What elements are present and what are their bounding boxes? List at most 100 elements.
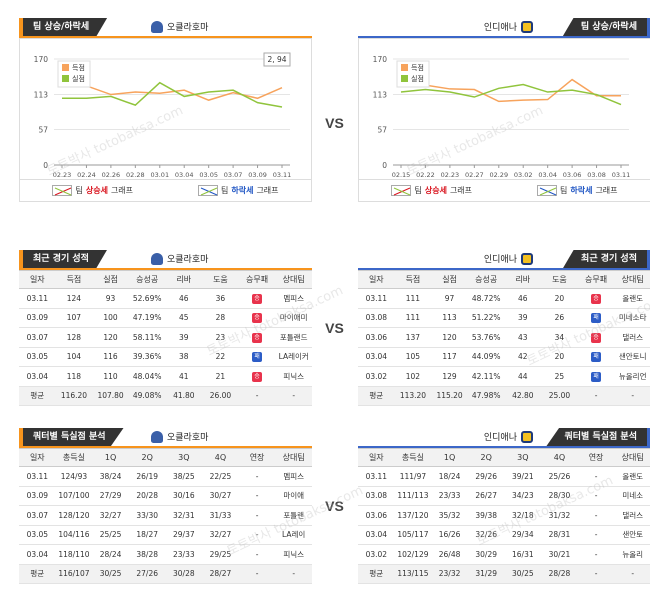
table-cell: 03.11 — [358, 288, 395, 309]
table-cell: 118/110 — [55, 544, 93, 565]
table-cell: 124 — [55, 288, 93, 309]
vs-label: VS — [325, 498, 344, 514]
team-name-left: 오클라호마 — [151, 430, 208, 443]
table-cell: 97 — [431, 288, 468, 309]
header-divider — [358, 36, 650, 38]
trend-chart-right: 0 57 113 170 02.15 02.22 02.23 02.27 02.29 03.02 0… — [358, 38, 650, 180]
table-cell: 03.02 — [358, 366, 395, 387]
table-cell: 승 — [577, 327, 615, 348]
result-badge: 패 — [591, 352, 602, 363]
column-header: 승성공 — [467, 270, 505, 289]
table-cell: 03.08 — [358, 486, 395, 506]
table-cell: 패 — [238, 347, 276, 367]
table-cell: 승 — [238, 308, 276, 328]
table-cell: - — [238, 525, 276, 545]
series-line — [61, 81, 283, 101]
column-header: 4Q — [541, 448, 578, 467]
table-cell: 평균 — [19, 564, 56, 584]
okc-logo-icon — [151, 20, 163, 33]
y-tick-label: 113 — [373, 91, 388, 100]
column-header: 총득실 — [55, 448, 93, 467]
team-label: 오클라호마 — [167, 255, 209, 265]
table-cell: 105/117 — [394, 525, 432, 545]
table-row: 03.04 105/117 16/26 32/26 29/34 28/31- 샌안토 — [358, 525, 650, 545]
x-tick-label: 02.28 — [126, 171, 145, 179]
table-cell: 115.20 — [431, 386, 468, 406]
table-cell: 03.11 — [19, 288, 56, 309]
table-cell: - — [238, 386, 276, 406]
trend-tab-right: 팀 상승/하락세 — [562, 18, 650, 36]
table-cell: 승 — [238, 366, 276, 387]
table-row: 03.04 105 117 44.09% 42 20 패 샌안토니 — [358, 347, 650, 367]
table-cell: 22 — [202, 347, 239, 367]
table-cell: - — [238, 466, 276, 487]
okc-logo-icon — [151, 430, 163, 443]
table-cell: 03.04 — [358, 347, 395, 367]
recent-table-left: 일자 득점 실점 승성공 리바 도움 승무패 상대팀 03.11 124 93 52.69% 46 36… — [19, 270, 312, 406]
table-cell: 30/25 — [504, 564, 542, 584]
column-header: 연장 — [577, 448, 615, 467]
x-tick-label: 03.01 — [150, 171, 169, 179]
result-badge: 패 — [252, 352, 263, 363]
average-row: 평균 116/107 30/25 27/26 30/28 28/27- - — [19, 564, 312, 584]
column-header: 일자 — [358, 270, 395, 289]
column-header: 득점 — [394, 270, 432, 289]
table-row: 03.02 102/129 26/48 30/29 16/31 30/21- 뉴올리 — [358, 544, 650, 565]
table-row: 03.04 118/110 28/24 38/28 23/33 29/25- 피닉스 — [19, 544, 312, 565]
table-cell: 32/31 — [165, 505, 203, 526]
table-cell: 18/24 — [431, 466, 468, 487]
ind-logo-icon — [521, 20, 533, 33]
vs-label: VS — [325, 115, 344, 131]
table-cell: 26/19 — [128, 466, 166, 487]
legend-label: 득점 — [411, 64, 424, 72]
header-divider — [19, 268, 312, 270]
table-cell: 승 — [238, 327, 276, 348]
table-cell: 100 — [92, 308, 129, 328]
column-header: 총득실 — [394, 448, 432, 467]
recent-table-right: 일자 득점 실점 승성공 리바 도움 승무패 상대팀 03.11 111 97 48.72% 46 20… — [358, 270, 650, 406]
table-row: 03.11 124/93 38/24 26/19 38/25 22/25- 멤피스 — [19, 466, 312, 487]
table-cell: 32/26 — [467, 525, 505, 545]
table-cell: 평균 — [358, 386, 395, 406]
table-cell: 26 — [541, 308, 578, 328]
table-cell: 멤피스 — [275, 288, 312, 309]
y-tick-label: 0 — [43, 161, 48, 170]
table-cell: 41 — [165, 366, 203, 387]
table-cell: 118 — [55, 366, 93, 387]
table-cell: 107/100 — [55, 486, 93, 506]
table-cell: 16/31 — [504, 544, 542, 565]
table-cell: 댈러스 — [614, 327, 650, 348]
ind-logo-icon — [521, 430, 533, 443]
table-cell: 미네소타 — [614, 308, 650, 328]
table-cell: 111/113 — [394, 486, 432, 506]
table-cell: 34 — [541, 327, 578, 348]
x-tick-label: 02.29 — [489, 171, 508, 179]
table-cell: 34/23 — [504, 486, 542, 506]
table-cell: 107.80 — [92, 386, 129, 406]
table-cell: 41.80 — [165, 386, 203, 406]
table-cell: 28/28 — [541, 564, 578, 584]
column-header: 일자 — [19, 270, 56, 289]
average-row: 평균 113.20 115.20 47.98% 42.80 25.00- - — [358, 386, 650, 406]
table-cell: 38/25 — [165, 466, 203, 487]
table-cell: - — [614, 564, 650, 584]
header-divider — [358, 446, 650, 448]
table-row: 03.02 102 129 42.11% 44 25 패 뉴올리언 — [358, 366, 650, 387]
table-cell: 23/33 — [431, 486, 468, 506]
column-header: 1Q — [431, 448, 468, 467]
table-cell: - — [577, 386, 615, 406]
table-cell: 47.19% — [128, 308, 166, 328]
rise-graph-label: 팀 상승세 그래프 — [391, 185, 472, 196]
x-tick-label: 03.04 — [175, 171, 194, 179]
table-cell: 승 — [238, 288, 276, 309]
column-header: 리바 — [504, 270, 542, 289]
table-cell: 32/18 — [504, 505, 542, 526]
table-cell: 35/32 — [431, 505, 468, 526]
table-cell: 38 — [165, 347, 203, 367]
x-tick-label: 03.05 — [199, 171, 218, 179]
right-quarter-panel: 인디애나 쿼터별 득실점 분석 일자 총득실 1Q 2Q 3Q 4Q 연장 상대팀 03.11… — [358, 428, 650, 584]
table-cell: 26.00 — [202, 386, 239, 406]
table-cell: 30/28 — [165, 564, 203, 584]
tooltip-value: 2, 94 — [267, 55, 286, 64]
trend-chart-left: 0 57 113 170 02.23 02.24 02.26 02.28 03.01 03.04 0… — [19, 38, 312, 180]
